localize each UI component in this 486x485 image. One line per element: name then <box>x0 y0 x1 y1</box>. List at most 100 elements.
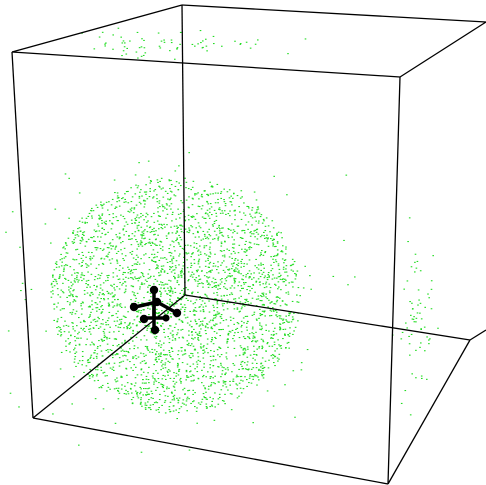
particle <box>160 271 163 273</box>
particle <box>194 194 196 196</box>
particle <box>309 275 311 277</box>
particle <box>293 261 296 263</box>
particle <box>189 310 191 312</box>
particle <box>52 413 54 415</box>
particle <box>176 225 178 227</box>
particle <box>98 214 100 216</box>
atom <box>129 302 139 312</box>
particle <box>124 322 126 324</box>
particle <box>216 300 219 302</box>
particle <box>148 269 151 271</box>
particle <box>266 240 268 242</box>
particle <box>193 279 196 281</box>
particle <box>244 376 246 378</box>
particle <box>184 393 186 395</box>
particle <box>146 225 148 227</box>
particle <box>174 250 176 252</box>
particle <box>105 324 107 326</box>
particle <box>247 301 249 303</box>
particle <box>163 287 166 289</box>
particle <box>233 277 235 279</box>
particle <box>287 334 289 336</box>
particle <box>226 276 228 278</box>
particle <box>187 280 189 282</box>
particle <box>224 383 227 385</box>
particle <box>217 261 219 263</box>
particle <box>250 215 252 217</box>
particle <box>240 326 243 328</box>
particle <box>262 218 265 220</box>
particle <box>122 333 124 335</box>
particle <box>67 325 70 327</box>
particle <box>115 387 118 389</box>
particle <box>112 34 114 36</box>
particle <box>275 284 277 286</box>
particle <box>98 36 101 38</box>
particle <box>274 303 277 305</box>
ball-and-stick-molecule[interactable] <box>129 285 182 335</box>
particle <box>180 200 182 202</box>
particle <box>99 275 102 277</box>
particle <box>242 287 244 289</box>
particle <box>85 256 87 258</box>
particle <box>141 241 143 243</box>
particle <box>255 298 258 300</box>
particle <box>217 198 219 200</box>
particle <box>155 401 157 403</box>
particle <box>269 309 272 311</box>
particle <box>236 374 238 376</box>
particle <box>88 331 91 333</box>
particle <box>238 297 240 299</box>
box-edge-back-right <box>469 329 486 341</box>
particle <box>212 343 215 345</box>
particle <box>269 292 271 294</box>
particle <box>170 287 172 289</box>
particle <box>151 260 154 262</box>
particle <box>227 346 229 348</box>
particle <box>145 382 147 384</box>
particle <box>419 312 421 314</box>
particle <box>69 295 71 297</box>
particle <box>428 339 430 341</box>
particle <box>208 248 211 250</box>
particle <box>206 231 209 233</box>
particle <box>195 247 198 249</box>
particle <box>169 298 171 300</box>
particle <box>95 247 98 249</box>
particle <box>125 393 127 395</box>
particle <box>168 279 170 281</box>
particle <box>168 342 171 344</box>
particle <box>190 189 192 191</box>
particle <box>201 196 204 198</box>
particle <box>203 275 206 277</box>
particle <box>167 311 170 313</box>
particle <box>127 324 130 326</box>
particle <box>140 189 142 191</box>
particle <box>134 218 136 220</box>
particle <box>135 204 138 206</box>
particle <box>239 43 242 45</box>
particle <box>195 310 198 312</box>
particle <box>240 361 243 363</box>
particle <box>197 254 200 256</box>
particle <box>169 268 171 270</box>
particle <box>188 389 191 391</box>
particle <box>249 235 252 237</box>
particle <box>248 293 250 295</box>
particle <box>160 281 162 283</box>
particle <box>147 286 149 288</box>
particle <box>275 245 277 247</box>
particle <box>216 292 218 294</box>
box-edge-back-bottom <box>184 294 471 341</box>
particle <box>130 285 133 287</box>
particle <box>237 323 240 325</box>
particle <box>177 374 180 376</box>
particle <box>267 274 269 276</box>
particle <box>112 295 115 297</box>
particle <box>160 369 162 371</box>
particle <box>287 321 289 323</box>
particle <box>224 240 226 242</box>
particle <box>268 330 270 332</box>
